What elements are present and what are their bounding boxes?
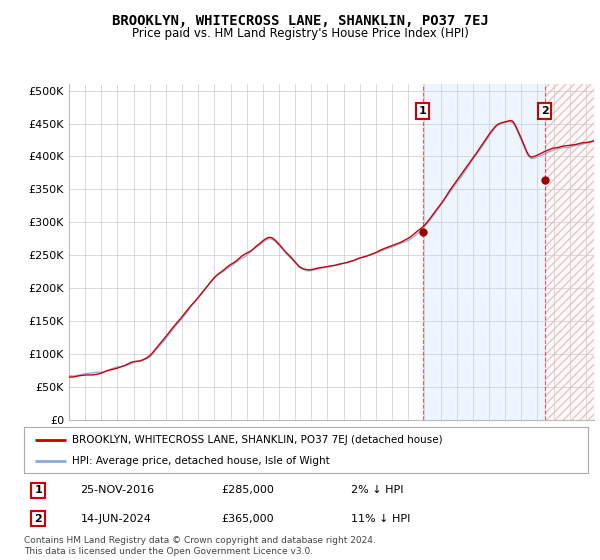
Text: 2: 2 bbox=[34, 514, 42, 524]
Text: 2% ↓ HPI: 2% ↓ HPI bbox=[351, 486, 404, 496]
Text: Price paid vs. HM Land Registry's House Price Index (HPI): Price paid vs. HM Land Registry's House … bbox=[131, 27, 469, 40]
Text: BROOKLYN, WHITECROSS LANE, SHANKLIN, PO37 7EJ (detached house): BROOKLYN, WHITECROSS LANE, SHANKLIN, PO3… bbox=[72, 435, 443, 445]
Text: 1: 1 bbox=[419, 106, 427, 116]
Text: 1: 1 bbox=[34, 486, 42, 496]
Text: £285,000: £285,000 bbox=[221, 486, 274, 496]
Text: 14-JUN-2024: 14-JUN-2024 bbox=[80, 514, 151, 524]
Text: Contains HM Land Registry data © Crown copyright and database right 2024.
This d: Contains HM Land Registry data © Crown c… bbox=[24, 536, 376, 556]
Text: 25-NOV-2016: 25-NOV-2016 bbox=[80, 486, 155, 496]
Text: 11% ↓ HPI: 11% ↓ HPI bbox=[351, 514, 410, 524]
Text: £365,000: £365,000 bbox=[221, 514, 274, 524]
Text: BROOKLYN, WHITECROSS LANE, SHANKLIN, PO37 7EJ: BROOKLYN, WHITECROSS LANE, SHANKLIN, PO3… bbox=[112, 14, 488, 28]
Text: 2: 2 bbox=[541, 106, 548, 116]
Text: HPI: Average price, detached house, Isle of Wight: HPI: Average price, detached house, Isle… bbox=[72, 456, 329, 466]
